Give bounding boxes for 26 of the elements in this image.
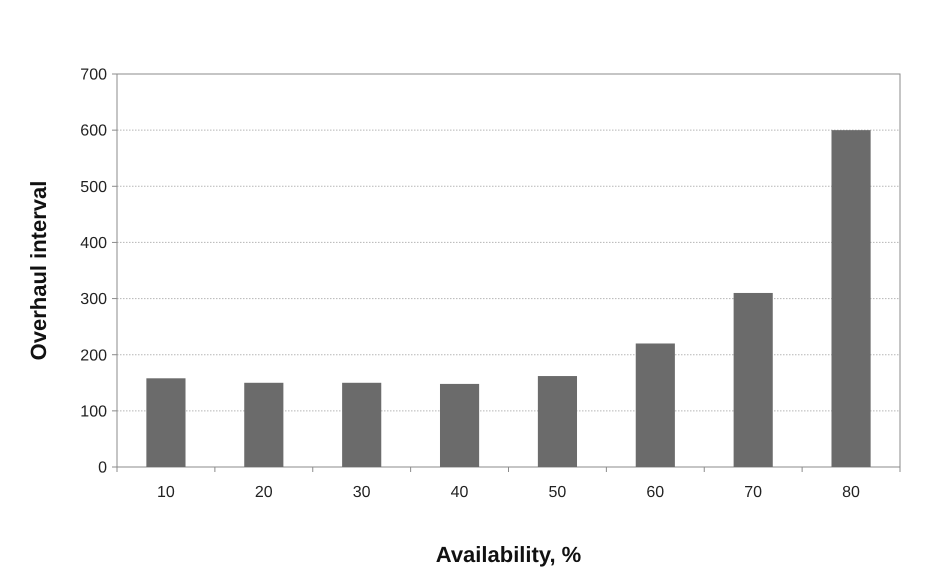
y-axis-title: Overhaul interval (26, 180, 51, 360)
y-tick-label: 0 (98, 460, 108, 477)
x-tick-label: 60 (646, 484, 664, 501)
y-tick-label: 100 (80, 403, 108, 420)
x-tick-label: 30 (352, 484, 371, 501)
x-axis-title: Availability, % (436, 542, 582, 567)
bar (538, 376, 578, 467)
x-tick-label: 20 (254, 484, 273, 501)
bar (244, 382, 284, 467)
y-tick-label: 400 (80, 235, 108, 252)
x-tick-label: 70 (744, 484, 762, 501)
x-tick-label: 50 (548, 484, 566, 501)
y-tick-label: 600 (80, 122, 108, 140)
bar (831, 130, 871, 467)
x-tick-label: 40 (450, 484, 469, 501)
x-tick-label: 10 (157, 484, 175, 501)
y-tick-label: 300 (80, 291, 108, 308)
y-tick-label: 500 (80, 178, 108, 196)
bar (146, 378, 186, 467)
y-tick-label: 700 (80, 66, 108, 84)
bar (636, 343, 675, 467)
bar (342, 382, 382, 467)
bar (734, 292, 773, 467)
bar (440, 384, 480, 467)
y-tick-label: 200 (80, 347, 108, 364)
x-tick-label: 80 (842, 484, 860, 501)
